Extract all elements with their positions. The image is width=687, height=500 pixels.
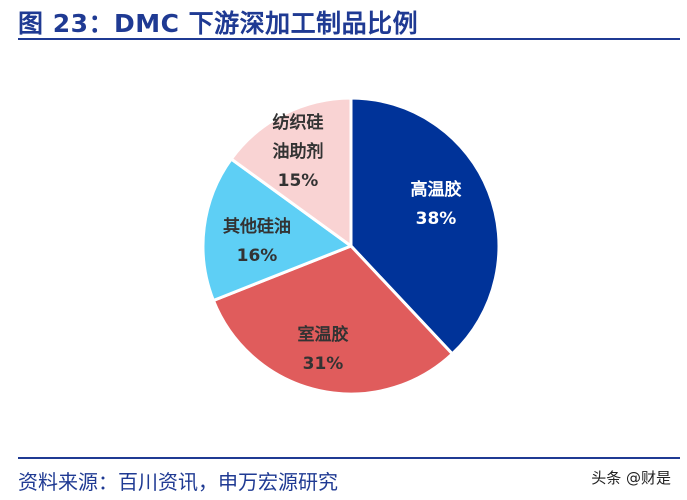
pie-slices (201, 96, 501, 396)
pie-slice-3 (201, 157, 353, 302)
source-divider (18, 457, 680, 459)
pie-category-label: 油助剂 (273, 141, 324, 162)
pie-slice-2 (211, 244, 454, 396)
source-note: 资料来源：百川资讯，申万宏源研究 (18, 470, 338, 494)
pie-value-label: 31% (303, 354, 344, 374)
watermark: 头条 @财是 (591, 469, 671, 487)
chart-title: 图 23：DMC 下游深加工制品比例 (18, 9, 419, 38)
pie-category-label: 高温胶 (411, 179, 462, 200)
pie-slice-1 (349, 96, 501, 356)
pie-value-label: 15% (278, 171, 319, 191)
pie-slice-4 (229, 96, 353, 248)
pie-value-label: 38% (416, 209, 457, 229)
pie-category-label: 纺织硅 (273, 112, 324, 133)
pie-category-label: 室温胶 (298, 324, 349, 345)
pie-category-label: 其他硅油 (223, 216, 291, 237)
title-divider (18, 38, 680, 40)
pie-value-label: 16% (237, 246, 278, 266)
